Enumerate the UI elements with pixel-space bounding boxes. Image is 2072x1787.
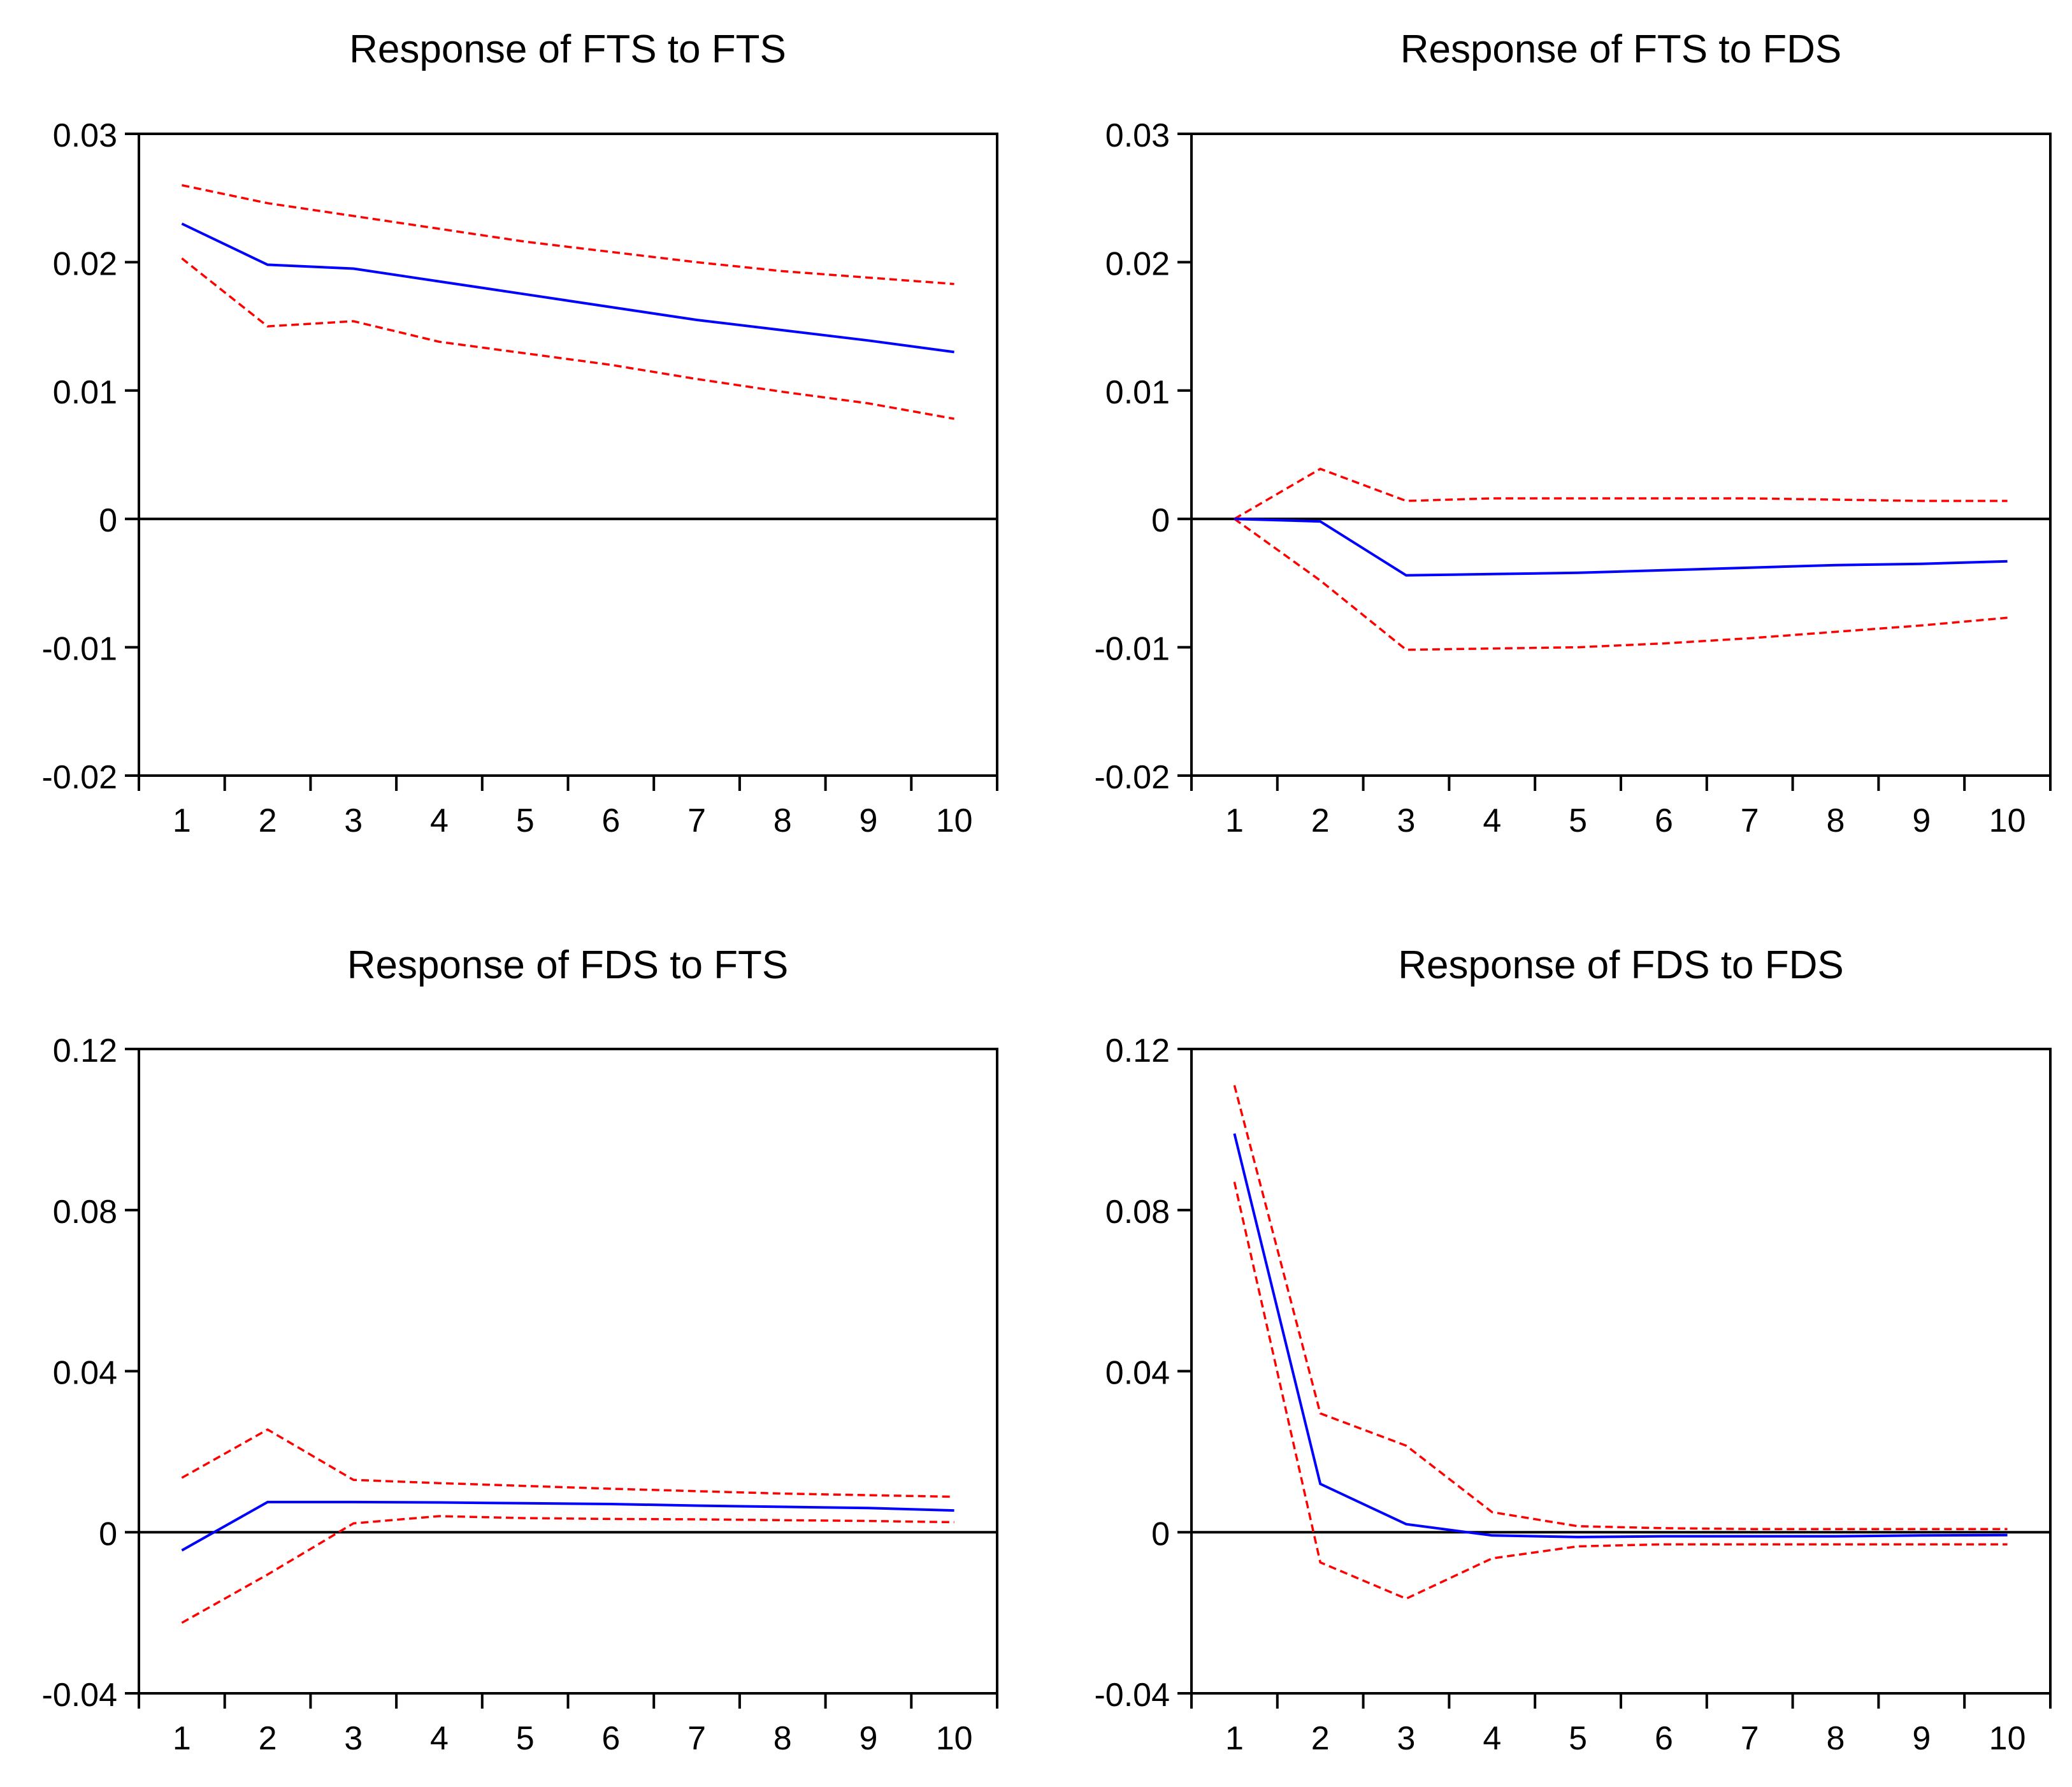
- y-tick-label: 0: [99, 502, 117, 539]
- x-tick-label: 7: [687, 802, 706, 839]
- x-tick-label: 1: [1225, 802, 1244, 839]
- chart-title: Response of FTS to FTS: [349, 27, 786, 71]
- y-tick-label: 0: [1151, 502, 1170, 539]
- x-tick-label: 5: [516, 1720, 535, 1757]
- y-tick-label: -0.01: [41, 631, 117, 668]
- y-tick-label: 0.04: [1105, 1355, 1170, 1392]
- x-tick-label: 2: [1311, 1720, 1330, 1757]
- lower-band-line: [1234, 517, 2008, 651]
- y-tick-label: 0: [1151, 1516, 1170, 1552]
- x-tick-label: 9: [1912, 1720, 1931, 1757]
- lower-band-line: [1233, 1182, 2008, 1600]
- x-axis: 1 2 3 4 5 6 7 8 9 10: [138, 1693, 998, 1757]
- x-tick-label: 9: [859, 1720, 877, 1757]
- plot-frame: [1190, 133, 2052, 777]
- x-tick-label: 2: [259, 1720, 277, 1757]
- series-group: [1233, 1085, 2008, 1600]
- x-tick-label: 1: [173, 802, 191, 839]
- y-tick-label: -0.04: [1094, 1677, 1170, 1714]
- x-tick-label: 3: [344, 802, 363, 839]
- x-tick-label: 10: [1989, 802, 2026, 839]
- x-tick-label: 10: [936, 1720, 973, 1757]
- x-tick-label: 1: [1225, 1720, 1244, 1757]
- response-line: [181, 1500, 954, 1552]
- y-tick-label: 0.08: [53, 1194, 117, 1231]
- x-axis: 1 2 3 4 5 6 7 8 9 10: [1190, 1693, 2052, 1757]
- x-tick-label: 8: [773, 802, 792, 839]
- x-tick-label: 5: [1569, 1720, 1587, 1757]
- y-tick-label: -0.04: [41, 1677, 117, 1714]
- y-tick-label: -0.01: [1094, 631, 1170, 668]
- x-tick-label: 4: [1483, 1720, 1501, 1757]
- chart-fts-to-fts: Response of FTS to FTS 0.03 0.02 0.01 0 -0.0…: [41, 27, 998, 839]
- x-tick-label: 7: [1741, 1720, 1759, 1757]
- series-group: [181, 184, 954, 420]
- upper-band-line: [181, 1428, 954, 1498]
- series-group: [1234, 467, 2008, 651]
- lower-band-line: [181, 257, 954, 420]
- chart-fds-to-fts: Response of FDS to FTS 0.12 0.08 0.04 0 -0.0…: [41, 943, 998, 1757]
- y-tick-label: 0.12: [1105, 1032, 1170, 1069]
- y-tick-label: 0.03: [53, 117, 117, 154]
- y-axis: 0.03 0.02 0.01 0 -0.01 -0.02: [41, 117, 139, 796]
- chart-title: Response of FTS to FDS: [1400, 27, 1842, 71]
- x-tick-label: 3: [1397, 1720, 1416, 1757]
- x-tick-label: 5: [1569, 802, 1587, 839]
- x-tick-label: 2: [1311, 802, 1330, 839]
- x-tick-label: 5: [516, 802, 535, 839]
- y-tick-label: 0.02: [53, 245, 117, 282]
- lower-band-line: [181, 1515, 954, 1624]
- x-tick-label: 4: [430, 802, 449, 839]
- chart-title: Response of FDS to FTS: [347, 943, 789, 987]
- y-axis: 0.12 0.08 0.04 0 -0.04: [1094, 1032, 1191, 1714]
- x-tick-label: 6: [1655, 802, 1673, 839]
- x-tick-label: 9: [859, 802, 877, 839]
- x-axis: 1 2 3 4 5 6 7 8 9 10: [1190, 776, 2052, 839]
- response-line: [181, 222, 954, 354]
- x-axis: 1 2 3 4 5 6 7 8 9 10: [138, 776, 998, 839]
- response-line: [1234, 517, 2008, 577]
- x-tick-label: 3: [344, 1720, 363, 1757]
- x-tick-label: 4: [1483, 802, 1501, 839]
- x-tick-label: 8: [773, 1720, 792, 1757]
- x-tick-label: 2: [259, 802, 277, 839]
- y-tick-label: 0.02: [1105, 245, 1170, 282]
- response-line: [1233, 1133, 2008, 1538]
- chart-fts-to-fds: Response of FTS to FDS 0.03 0.02 0.01 0 -0.0…: [1094, 27, 2052, 839]
- x-tick-label: 6: [601, 1720, 620, 1757]
- x-tick-label: 3: [1397, 802, 1416, 839]
- x-tick-label: 10: [1989, 1720, 2026, 1757]
- chart-title: Response of FDS to FDS: [1398, 943, 1844, 987]
- plot-frame: [138, 1048, 998, 1695]
- y-axis: 0.03 0.02 0.01 0 -0.01 -0.02: [1094, 117, 1191, 796]
- x-tick-label: 1: [173, 1720, 191, 1757]
- plot-frame: [138, 133, 998, 777]
- upper-band-line: [182, 184, 954, 286]
- x-tick-label: 6: [1655, 1720, 1673, 1757]
- series-group: [181, 1428, 954, 1624]
- x-tick-label: 9: [1912, 802, 1931, 839]
- x-tick-label: 8: [1827, 1720, 1845, 1757]
- x-tick-label: 4: [430, 1720, 449, 1757]
- y-tick-label: 0.01: [53, 374, 117, 411]
- y-tick-label: 0.08: [1105, 1194, 1170, 1231]
- chart-fds-to-fds: Response of FDS to FDS 0.12 0.08 0.04 0 -0.0…: [1094, 943, 2052, 1757]
- y-tick-label: -0.02: [1094, 759, 1170, 796]
- plot-frame: [1190, 1048, 2052, 1695]
- y-tick-label: 0.12: [53, 1032, 117, 1069]
- upper-band-line: [1234, 467, 2008, 520]
- x-tick-label: 8: [1827, 802, 1845, 839]
- y-tick-label: 0.03: [1105, 117, 1170, 154]
- x-tick-label: 6: [601, 802, 620, 839]
- y-tick-label: -0.02: [41, 759, 117, 796]
- y-axis: 0.12 0.08 0.04 0 -0.04: [41, 1032, 139, 1714]
- y-tick-label: 0.01: [1105, 374, 1170, 411]
- y-tick-label: 0.04: [53, 1355, 117, 1392]
- x-tick-label: 7: [687, 1720, 706, 1757]
- y-tick-label: 0: [99, 1516, 117, 1552]
- upper-band-line: [1233, 1085, 2008, 1530]
- x-tick-label: 10: [936, 802, 973, 839]
- x-tick-label: 7: [1741, 802, 1759, 839]
